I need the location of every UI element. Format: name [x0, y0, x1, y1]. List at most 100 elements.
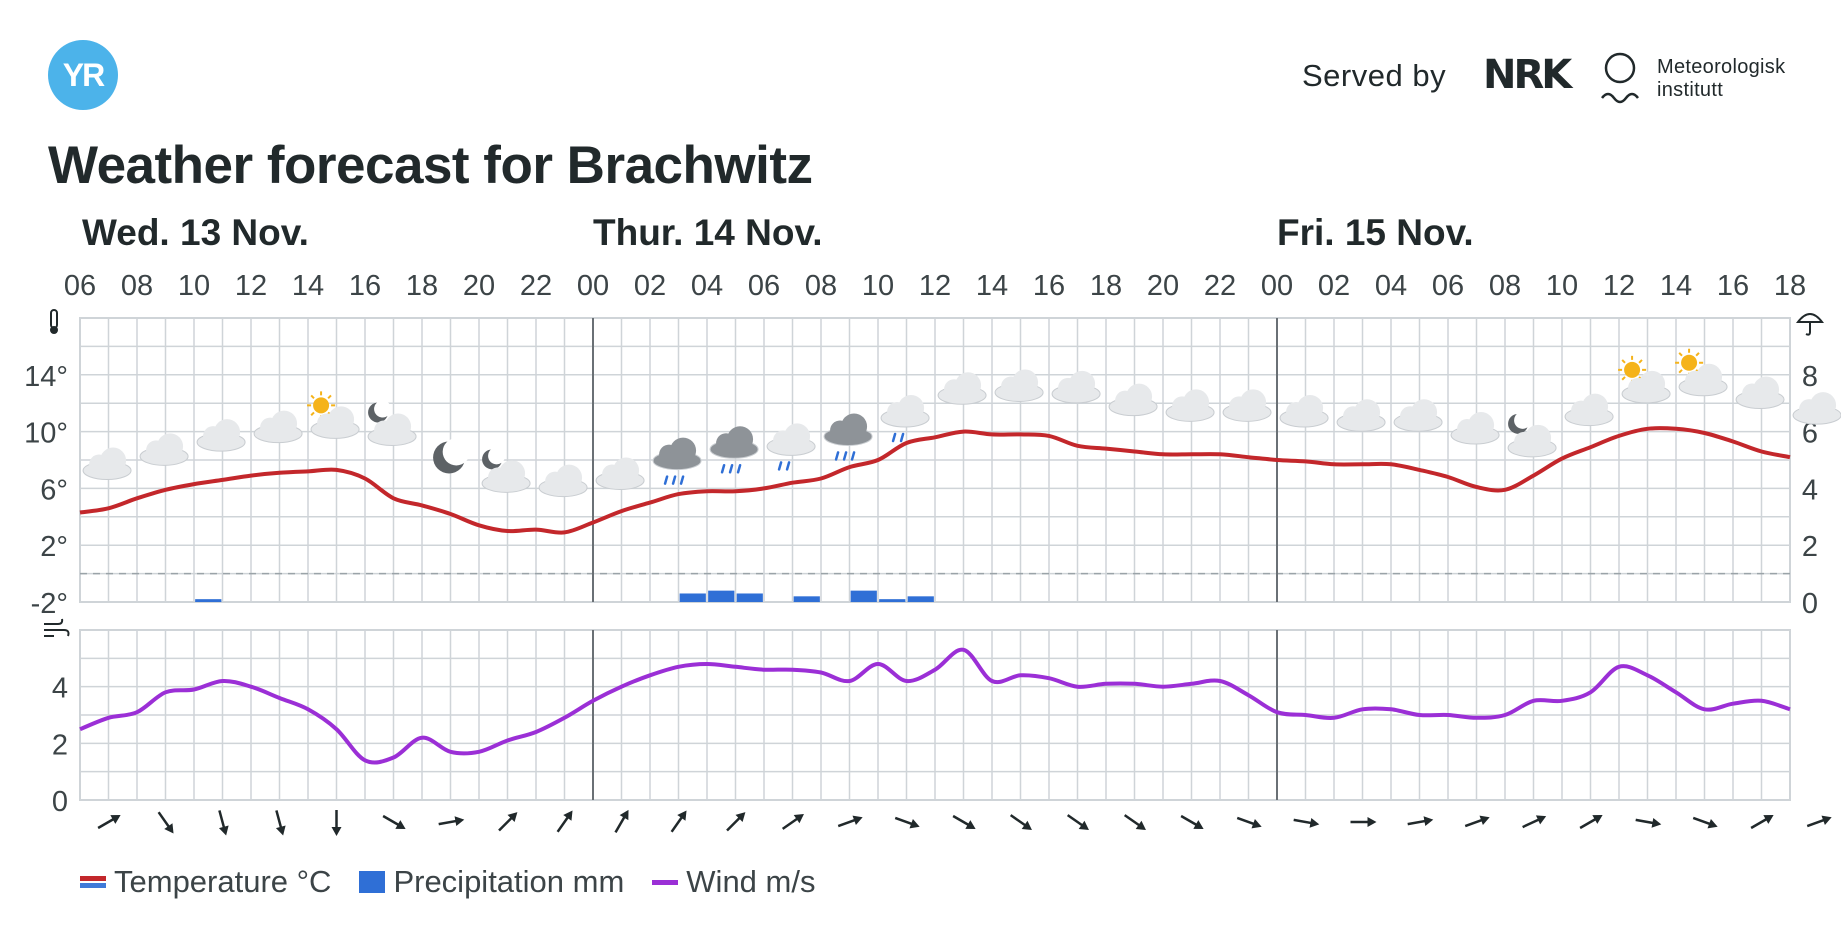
met-logo-text[interactable]: Meteorologisk institutt [1657, 56, 1785, 102]
cloudy-icon [1336, 399, 1386, 432]
arrow-head [1707, 819, 1718, 829]
cloud-puff [100, 447, 127, 474]
wind-direction-arrow [1236, 816, 1262, 829]
precip-bar [195, 599, 222, 602]
hour-tick-label: 06 [64, 270, 96, 302]
wind-direction-arrow [1464, 815, 1490, 828]
arrow-head [1651, 817, 1662, 828]
wind-direction-arrow [670, 810, 687, 833]
arrow-head [454, 816, 465, 827]
umbrella-handle [1805, 322, 1811, 336]
cloud-puff [1012, 369, 1039, 396]
wind-direction-arrow [952, 814, 976, 829]
cloudy-icon [595, 457, 645, 490]
cloud-puff [841, 413, 868, 440]
hour-tick-label: 00 [1261, 270, 1293, 302]
hour-tick-label: 08 [1489, 270, 1521, 302]
cloud-puff [955, 372, 982, 399]
hour-tick-label: 18 [406, 270, 438, 302]
hour-tick-label: 20 [1147, 270, 1179, 302]
cloudy-icon [1735, 376, 1785, 410]
met-line-2: institutt [1657, 79, 1724, 101]
wind-direction-arrow [331, 810, 342, 836]
arrow-head [1763, 815, 1774, 824]
hour-tick-label: 00 [577, 270, 609, 302]
wind-line [79, 647, 1791, 765]
wind-direction-arrow [275, 810, 286, 836]
cloudy-icon [1450, 412, 1500, 445]
cloudy-icon [937, 372, 987, 405]
hour-tick-label: 08 [121, 270, 153, 302]
hour-tick-label: 04 [1375, 270, 1407, 302]
day-label: Thur. 14 Nov. [593, 212, 823, 253]
partlycloudy_night-icon [481, 447, 531, 493]
page-title: Weather forecast for Brachwitz [48, 136, 813, 195]
wind-direction-arrow [1407, 816, 1434, 827]
moon-cut [374, 400, 392, 418]
rain-drop [842, 451, 848, 461]
cloudy-icon [538, 464, 588, 498]
hour-tick-label: 16 [1033, 270, 1065, 302]
arrow-head [507, 812, 518, 822]
cloudy-icon [139, 433, 189, 466]
rain-drop [736, 463, 742, 474]
precip-bar [879, 599, 906, 602]
thermometer-icon [50, 309, 58, 334]
cloudy-icon [1279, 395, 1329, 428]
day-label: Fri. 15 Nov. [1277, 212, 1474, 253]
hour-tick-label: 12 [235, 270, 267, 302]
cloud-puff [1297, 395, 1324, 421]
nrk-logo[interactable]: NRK [1483, 52, 1572, 98]
wind-direction-arrow [614, 809, 629, 834]
sun-ray [1621, 376, 1626, 381]
arrow-head [164, 823, 174, 834]
legend-precipitation-label: Precipitation mm [393, 864, 625, 899]
yr-logo[interactable]: YR [48, 40, 118, 110]
cloudy-icon [82, 447, 132, 481]
sun-ray [310, 411, 315, 416]
hour-tick-label: 10 [178, 270, 210, 302]
cloudy-icon [253, 410, 303, 444]
arrow-head [1309, 817, 1320, 828]
cloud-puff [1582, 393, 1609, 420]
wind-direction-arrow [894, 816, 920, 829]
precip-axis-label: 8 [1802, 361, 1818, 393]
sun-ray [1678, 369, 1683, 374]
sun-disc [1681, 354, 1698, 371]
precip-axis-label: 4 [1802, 474, 1818, 506]
rain-drop [663, 475, 669, 485]
wind-direction-arrow [1750, 815, 1774, 830]
cloud-puff [1183, 389, 1210, 416]
cloud-puff [385, 413, 412, 440]
sun-ray [1638, 359, 1643, 364]
wind-direction-arrow [1293, 817, 1320, 828]
wind-direction-arrow [837, 815, 863, 828]
cloudy-icon [1051, 370, 1101, 404]
partlycloudy_day-icon [1618, 355, 1671, 404]
arrow-head [735, 812, 746, 822]
temp-axis-label: 10° [24, 418, 68, 450]
arrow-head [1535, 815, 1547, 825]
arrow-head [1135, 820, 1146, 831]
wind-direction-arrow [498, 812, 518, 832]
hour-tick-label: 12 [1603, 270, 1635, 302]
cloudy-icon [1792, 392, 1841, 425]
temp-axis-label: 14° [24, 361, 68, 393]
temperature-line [79, 426, 1791, 535]
legend-temperature: Temperature °C [80, 864, 331, 900]
hour-tick-label: 14 [292, 270, 324, 302]
cloudy-icon [1165, 389, 1215, 422]
arrow-head [1821, 815, 1832, 825]
rain-drop [777, 461, 783, 471]
cloud-puff [613, 457, 640, 484]
arrow-head [1021, 820, 1032, 831]
met-logo-icon [1601, 52, 1639, 104]
umbrella-icon [1795, 313, 1825, 336]
partlycloudy_night-icon [367, 400, 417, 446]
precip-bar [850, 590, 877, 602]
precip-axis-label: 2 [1802, 531, 1818, 563]
wind-direction-arrow [438, 816, 465, 827]
cloudy-icon [1564, 393, 1614, 427]
cloud-puff [898, 395, 925, 421]
arrow-head [1479, 815, 1490, 825]
